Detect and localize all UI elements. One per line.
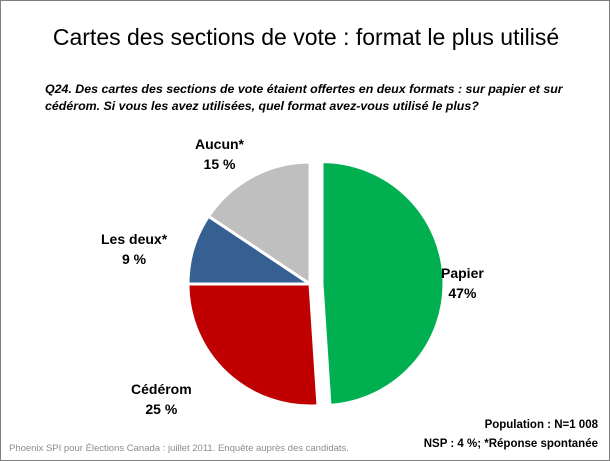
slice-label-papier-value: 47% <box>448 285 477 301</box>
slice-label-les-deux-value: 9 % <box>122 251 147 267</box>
slice-label-cederom: Cédérom 25 % <box>131 379 192 419</box>
pie-slice-aucun <box>207 160 312 286</box>
slice-label-cederom-value: 25 % <box>145 401 178 417</box>
chart-title: Cartes des sections de vote : format le … <box>52 24 560 50</box>
slice-label-les-deux: Les deux* 9 % <box>101 229 167 269</box>
survey-question: Q24. Des cartes des sections de vote éta… <box>45 82 563 113</box>
pie-slice-cederom <box>186 282 320 408</box>
slice-label-aucun-name: Aucun* <box>195 136 244 152</box>
slice-label-aucun-value: 15 % <box>203 156 236 172</box>
population-note: Population : N=1 008 <box>484 419 598 431</box>
slice-label-les-deux-name: Les deux* <box>101 231 168 247</box>
nsp-note: NSP : 4 %; *Réponse spontanée <box>423 438 598 450</box>
source-note: Phoenix SPI pour Élections Canada : juil… <box>9 443 349 454</box>
slice-label-papier: Papier 47% <box>441 263 484 303</box>
slice-label-aucun: Aucun* 15 % <box>195 134 244 174</box>
slice-label-papier-name: Papier <box>441 265 484 281</box>
slice-label-cederom-name: Cédérom <box>131 381 192 397</box>
pie-slice-papier <box>320 160 446 407</box>
